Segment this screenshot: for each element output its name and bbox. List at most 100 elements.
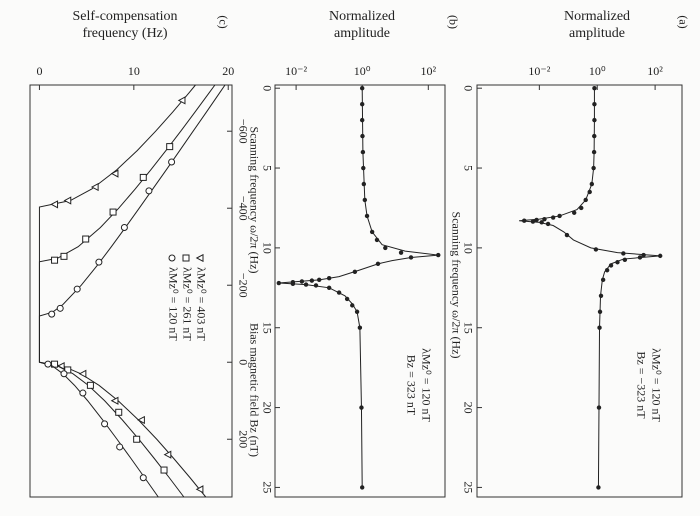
data-point: [354, 309, 360, 314]
x-tick-label: 5: [461, 165, 475, 171]
data-point: [593, 247, 599, 252]
data-point: [299, 279, 305, 284]
data-point: [592, 133, 597, 139]
data-point: [350, 303, 355, 308]
data-point: [596, 485, 601, 490]
legend-label: λMz⁰ = 120 nT: [166, 267, 180, 341]
data-point: [600, 277, 606, 283]
marker-square: [160, 466, 168, 474]
y-axis-title: Normalized amplitude: [328, 9, 396, 41]
data-point: [398, 250, 404, 255]
marker-circle: [60, 370, 68, 378]
data-point: [359, 101, 365, 107]
data-point: [542, 216, 547, 222]
data-point: [641, 252, 646, 258]
x-tick-label: 20: [260, 402, 274, 414]
marker-circle: [139, 474, 147, 482]
data-point: [352, 269, 358, 275]
x-tick-label: 200: [236, 430, 250, 448]
data-point: [550, 215, 556, 220]
data-point: [309, 278, 315, 283]
data-point: [326, 285, 332, 291]
marker-triangle: [110, 396, 119, 405]
x-tick-label: 0: [260, 85, 274, 91]
data-point: [522, 218, 527, 223]
data-point: [587, 189, 592, 195]
data-point: [408, 255, 414, 260]
y-tick-label: 20: [222, 64, 234, 78]
marker-triangle: [110, 169, 119, 178]
data-point: [276, 280, 282, 286]
marker-square: [139, 173, 147, 181]
panel-label: (c): [216, 15, 230, 28]
data-point: [369, 229, 375, 235]
y-axis-title: Self-compensation frequency (Hz): [72, 9, 178, 41]
y-axis-title: Normalized amplitude: [563, 9, 631, 41]
data-point: [313, 283, 319, 288]
data-point: [564, 232, 570, 238]
data-point: [530, 219, 536, 224]
marker-circle: [79, 389, 87, 397]
data-point: [592, 85, 597, 91]
data-point: [336, 290, 342, 295]
data-point: [359, 85, 365, 91]
panel-label: (b): [446, 15, 460, 29]
marker-square: [133, 435, 141, 443]
data-point: [290, 281, 296, 287]
marker-triangle: [50, 200, 59, 209]
marker-triangle: [78, 369, 87, 378]
data-point: [534, 217, 539, 223]
plot-frame: [29, 84, 233, 498]
marker-square: [60, 252, 68, 260]
marker-circle: [44, 360, 52, 368]
data-point: [357, 325, 363, 330]
annotation: λMz⁰ = 120 nT: [649, 348, 663, 422]
marker-circle: [168, 254, 176, 262]
y-tick-label: 10⁰: [589, 64, 606, 78]
fit-curve: [38, 84, 216, 498]
y-tick-label: 10⁻²: [285, 64, 307, 78]
curve: [278, 88, 439, 488]
data-point: [545, 221, 551, 227]
x-tick-label: 5: [260, 165, 274, 171]
data-point: [597, 309, 603, 314]
x-tick-label: −600: [236, 119, 250, 144]
x-tick-label: 25: [260, 481, 274, 493]
marker-triangle: [177, 96, 186, 105]
data-point: [591, 165, 596, 171]
data-point: [596, 405, 602, 410]
data-point: [615, 260, 620, 265]
marker-circle: [56, 304, 64, 312]
data-point: [589, 181, 595, 187]
marker-triangle: [195, 485, 204, 494]
marker-triangle: [137, 415, 145, 425]
x-axis-title: Scanning frequency ω/2π (Hz): [247, 127, 261, 274]
data-point: [344, 296, 350, 302]
data-point: [572, 210, 577, 215]
data-point: [604, 268, 610, 273]
marker-triangle: [90, 182, 99, 192]
x-tick-label: 15: [260, 322, 274, 334]
data-point: [326, 276, 332, 281]
data-point: [361, 181, 367, 187]
marker-square: [115, 408, 123, 416]
marker-triangle: [163, 450, 172, 459]
data-point: [364, 213, 370, 219]
marker-triangle: [63, 196, 72, 205]
data-point: [592, 101, 597, 107]
data-point: [591, 149, 597, 155]
x-tick-label: 10: [260, 242, 274, 254]
y-tick-label: 10²: [420, 64, 436, 78]
x-tick-label: 0: [236, 359, 250, 365]
x-tick-label: 15: [461, 322, 475, 334]
data-point: [598, 293, 604, 298]
marker-square: [64, 366, 72, 374]
data-point: [362, 197, 368, 203]
x-tick-label: 10: [461, 242, 475, 254]
data-point: [360, 149, 366, 155]
plot-frame: [274, 84, 446, 498]
data-point: [539, 220, 544, 225]
marker-circle: [168, 158, 176, 166]
